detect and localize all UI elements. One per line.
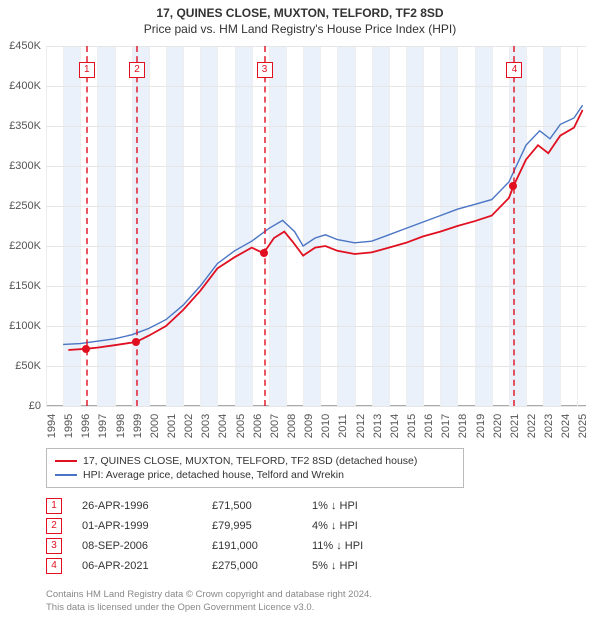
- sale-date: 08-SEP-2006: [82, 540, 212, 552]
- y-axis-label: £100K: [9, 320, 46, 332]
- x-axis-label: 2012: [355, 414, 367, 438]
- sale-price: £71,500: [212, 500, 312, 512]
- gridline-h: [46, 406, 586, 407]
- legend-swatch: [55, 460, 77, 462]
- y-axis-label: £150K: [9, 280, 46, 292]
- legend: 17, QUINES CLOSE, MUXTON, TELFORD, TF2 8…: [46, 448, 464, 488]
- footer-line: Contains HM Land Registry data © Crown c…: [46, 588, 372, 601]
- x-axis-label: 2021: [509, 414, 521, 438]
- page-subtitle: Price paid vs. HM Land Registry's House …: [0, 20, 600, 36]
- x-axis-label: 2016: [423, 414, 435, 438]
- sale-hpi-diff: 1% ↓ HPI: [312, 500, 412, 512]
- sale-marker-dot: [132, 338, 140, 346]
- x-axis-label: 1997: [97, 414, 109, 438]
- table-row: 4 06-APR-2021£275,0005% ↓ HPI: [46, 556, 412, 576]
- sale-marker-badge: 3: [257, 62, 273, 78]
- table-row: 3 08-SEP-2006£191,00011% ↓ HPI: [46, 536, 412, 556]
- sale-marker-dot: [82, 345, 90, 353]
- sale-marker-line: [136, 46, 138, 406]
- y-axis-label: £400K: [9, 80, 46, 92]
- x-axis-label: 1999: [132, 414, 144, 438]
- sale-hpi-diff: 11% ↓ HPI: [312, 540, 412, 552]
- x-axis-label: 2005: [235, 414, 247, 438]
- footer-line: This data is licensed under the Open Gov…: [46, 601, 372, 614]
- x-axis-label: 2006: [252, 414, 264, 438]
- footer-attribution: Contains HM Land Registry data © Crown c…: [46, 588, 372, 614]
- sale-marker-dot: [260, 249, 268, 257]
- chart-lines: [46, 46, 586, 406]
- sale-marker-line: [513, 46, 515, 406]
- y-axis-label: £250K: [9, 200, 46, 212]
- sale-marker-dot: [509, 182, 517, 190]
- x-axis-label: 2013: [372, 414, 384, 438]
- x-axis-label: 2018: [457, 414, 469, 438]
- y-axis-label: £0: [29, 400, 46, 412]
- sale-marker-badge: 4: [506, 62, 522, 78]
- row-badge: 2: [46, 518, 62, 534]
- legend-row: 17, QUINES CLOSE, MUXTON, TELFORD, TF2 8…: [55, 454, 455, 468]
- x-axis-label: 2001: [166, 414, 178, 438]
- table-row: 1 26-APR-1996£71,5001% ↓ HPI: [46, 496, 412, 516]
- series-price_paid: [68, 110, 582, 350]
- sale-date: 01-APR-1999: [82, 520, 212, 532]
- row-badge: 4: [46, 558, 62, 574]
- sale-price: £79,995: [212, 520, 312, 532]
- x-axis-label: 1996: [80, 414, 92, 438]
- x-axis-label: 1998: [115, 414, 127, 438]
- x-axis-label: 2020: [492, 414, 504, 438]
- sale-hpi-diff: 4% ↓ HPI: [312, 520, 412, 532]
- legend-swatch: [55, 474, 77, 476]
- x-axis-label: 2014: [389, 414, 401, 438]
- page-title: 17, QUINES CLOSE, MUXTON, TELFORD, TF2 8…: [0, 6, 600, 20]
- y-axis-label: £200K: [9, 240, 46, 252]
- sales-table: 126-APR-1996£71,5001% ↓ HPI201-APR-1999£…: [46, 496, 412, 576]
- sale-date: 06-APR-2021: [82, 560, 212, 572]
- x-axis-label: 2010: [320, 414, 332, 438]
- x-axis-label: 2000: [149, 414, 161, 438]
- y-axis-label: £50K: [15, 360, 46, 372]
- x-axis-label: 1995: [63, 414, 75, 438]
- sale-marker-line: [264, 46, 266, 406]
- x-axis-label: 2008: [286, 414, 298, 438]
- x-axis-label: 2017: [440, 414, 452, 438]
- x-axis-label: 2015: [406, 414, 418, 438]
- legend-label: 17, QUINES CLOSE, MUXTON, TELFORD, TF2 8…: [83, 455, 417, 467]
- sale-price: £191,000: [212, 540, 312, 552]
- x-axis-label: 2025: [577, 414, 589, 438]
- y-axis-label: £450K: [9, 40, 46, 52]
- x-axis-label: 2007: [269, 414, 281, 438]
- y-axis-label: £350K: [9, 120, 46, 132]
- y-axis-label: £300K: [9, 160, 46, 172]
- x-axis-label: 2002: [183, 414, 195, 438]
- sale-hpi-diff: 5% ↓ HPI: [312, 560, 412, 572]
- sale-marker-badge: 1: [79, 62, 95, 78]
- sale-price: £275,000: [212, 560, 312, 572]
- x-axis-label: 2009: [303, 414, 315, 438]
- x-axis-label: 2024: [560, 414, 572, 438]
- x-axis-label: 2022: [526, 414, 538, 438]
- row-badge: 1: [46, 498, 62, 514]
- legend-row: HPI: Average price, detached house, Telf…: [55, 468, 455, 482]
- x-axis-label: 2011: [337, 414, 349, 438]
- x-axis-label: 2019: [475, 414, 487, 438]
- chart: 1234 £0£50K£100K£150K£200K£250K£300K£350…: [46, 46, 586, 406]
- legend-label: HPI: Average price, detached house, Telf…: [83, 469, 344, 481]
- x-axis-label: 1994: [46, 414, 58, 438]
- x-axis-label: 2023: [543, 414, 555, 438]
- sale-date: 26-APR-1996: [82, 500, 212, 512]
- table-row: 2 01-APR-1999£79,9954% ↓ HPI: [46, 516, 412, 536]
- sale-marker-badge: 2: [129, 62, 145, 78]
- row-badge: 3: [46, 538, 62, 554]
- x-axis-label: 2003: [200, 414, 212, 438]
- x-axis-label: 2004: [217, 414, 229, 438]
- series-hpi: [63, 105, 583, 344]
